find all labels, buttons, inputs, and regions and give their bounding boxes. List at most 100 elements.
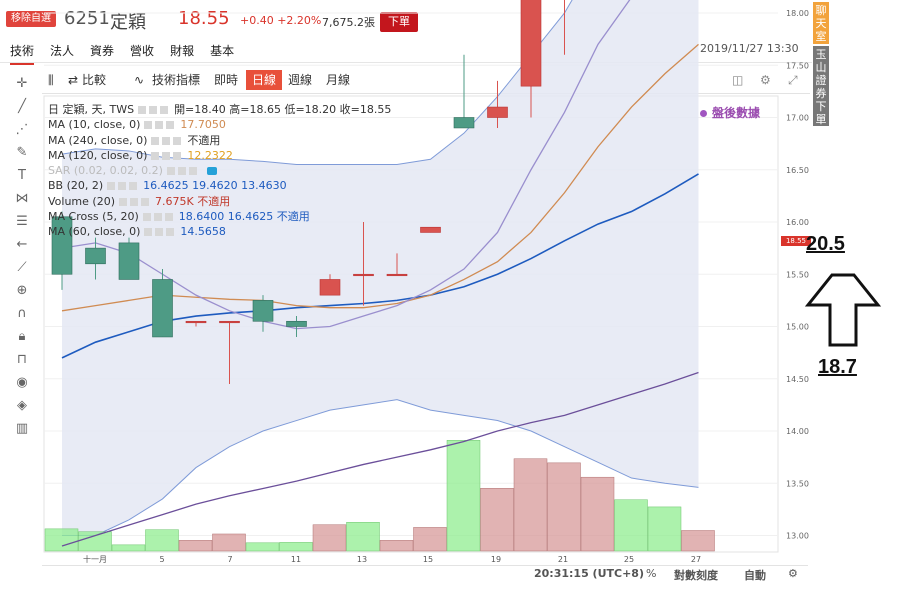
broker-order-tab[interactable]: 玉山證券下單	[813, 46, 829, 126]
indicator-row[interactable]: 日 定穎, 天, TWS 開=18.40 高=18.65 低=18.20 收=18…	[48, 103, 392, 116]
datetime: 2019/11/27 13:30	[700, 42, 799, 55]
tab-basic[interactable]: 基本	[210, 44, 235, 58]
fib-icon[interactable]: ☰	[16, 214, 28, 229]
tab-institutional[interactable]: 法人	[50, 44, 75, 58]
remove-watchlist-button[interactable]: 移除自選	[6, 11, 56, 27]
gear-icon[interactable]: ⚙	[760, 73, 771, 87]
place-order-button[interactable]: 下單	[380, 12, 418, 32]
x-tick-label: 11	[291, 555, 301, 564]
indicator-row[interactable]: MA (10, close, 0) 17.7050	[48, 118, 226, 132]
volume-bar	[379, 540, 414, 552]
volume-bar	[647, 506, 682, 552]
indicator-icon: ∿	[134, 73, 145, 87]
ma5-line	[61, 0, 631, 330]
auto-scale-toggle[interactable]: 自動	[744, 569, 766, 582]
annotation-low: 18.7	[818, 356, 857, 378]
camera-icon[interactable]: ◫	[732, 73, 744, 87]
settings-gear-icon[interactable]: ⚙	[788, 567, 798, 580]
tab-financials[interactable]: 財報	[170, 44, 195, 58]
candle-body	[487, 106, 508, 118]
candle-body	[185, 320, 207, 324]
compare-button[interactable]: 比較	[82, 73, 107, 87]
log-scale-toggle[interactable]: 對數刻度	[674, 569, 718, 582]
last-price-tag: 18.55	[781, 236, 811, 246]
stock-volume: 7,675.2張	[322, 16, 375, 29]
percent-toggle[interactable]: %	[646, 567, 657, 580]
up-arrow-annotation	[804, 273, 882, 347]
volume-bar	[681, 530, 715, 552]
layers-icon[interactable]: ◈	[17, 398, 27, 413]
pitchfork-icon[interactable]: ⋰	[15, 122, 29, 137]
bollinger-fill	[62, 0, 699, 536]
after-hours-label: 盤後數據	[700, 104, 760, 121]
indicator-row[interactable]: SAR (0.02, 0.02, 0.2)	[48, 163, 391, 178]
indicator-legend: 日 定穎, 天, TWS 開=18.40 高=18.65 低=18.20 收=18…	[48, 102, 391, 240]
indicators-button[interactable]: 技術指標	[152, 73, 201, 87]
x-tick-label: 25	[624, 555, 634, 564]
after-hours-dot-icon	[700, 110, 707, 117]
indicator-row[interactable]: MA Cross (5, 20) 18.6400 16.4625 不適用	[48, 210, 310, 224]
y-tick-label: 14.50	[786, 375, 809, 384]
y-tick-label: 16.50	[786, 166, 809, 175]
candles	[51, 0, 565, 384]
eye-icon[interactable]: ◉	[16, 375, 28, 390]
clock-readout: 20:31:15 (UTC+8)	[534, 567, 644, 580]
y-tick-label: 13.50	[786, 479, 809, 488]
pattern-icon[interactable]: ⋈	[15, 191, 29, 206]
volume-bar	[480, 488, 514, 552]
unlock-icon[interactable]: ⊓	[16, 352, 28, 367]
fullscreen-icon[interactable]: ⤢	[788, 73, 798, 87]
tabs-divider	[0, 62, 812, 63]
indicator-row[interactable]: BB (20, 2) 16.4625 19.4620 13.4630	[48, 179, 287, 193]
x-tick-label: 7	[227, 555, 232, 564]
daily-button[interactable]: 日線	[246, 70, 283, 90]
volume-bar	[212, 533, 246, 552]
text-icon[interactable]: T	[18, 168, 26, 183]
weekly-button[interactable]: 週線	[288, 73, 313, 87]
volume-bar	[145, 529, 179, 552]
chart-toolbar: ⫼ ⇄ 比較 ∿ 技術指標 即時 日線 週線 月線 ◫ ⚙ ⤢	[42, 66, 810, 94]
candle-type-icon[interactable]: ⫼	[48, 73, 54, 87]
candle-body	[520, 0, 542, 87]
volume-bar	[44, 528, 79, 552]
trash-icon[interactable]: ▥	[15, 421, 29, 436]
lock-icon[interactable]: 🔒︎	[18, 329, 26, 344]
candle-body	[453, 117, 475, 129]
zoom-in-icon[interactable]: ⊕	[16, 283, 28, 298]
x-tick-label: 27	[691, 555, 701, 564]
crosshair-icon[interactable]: ✛	[16, 76, 28, 91]
volume-bar	[111, 544, 146, 552]
tab-revenue[interactable]: 營收	[130, 44, 155, 58]
y-tick-label: 17.50	[786, 61, 809, 70]
indicator-row[interactable]: MA (120, close, 0) 12.2322	[48, 148, 233, 162]
indicator-row[interactable]: Volume (20) 7.675K 不適用	[48, 194, 231, 208]
candle-body	[319, 279, 341, 296]
indicator-row[interactable]: MA (60, close, 0) 14.5658	[48, 225, 226, 239]
realtime-button[interactable]: 即時	[214, 73, 239, 87]
volume-bar	[413, 527, 447, 552]
brush-icon[interactable]: ✎	[16, 145, 28, 160]
candle-body	[353, 273, 374, 277]
x-tick-label: 13	[357, 555, 367, 564]
tab-margin[interactable]: 資券	[90, 44, 115, 58]
stock-change: +0.40 +2.20%	[240, 14, 322, 27]
ruler-icon[interactable]: ⟋	[17, 260, 27, 275]
chat-room-tab[interactable]: 聊天室	[813, 2, 829, 44]
back-arrow-icon[interactable]: ←	[16, 237, 28, 252]
x-axis: 十一月 5 7 11 13 15 19 21 25 27	[83, 554, 701, 564]
trend-line-icon[interactable]: ╱	[18, 99, 26, 114]
tab-technical[interactable]: 技術	[10, 42, 35, 65]
volume-bar	[245, 542, 280, 552]
monthly-button[interactable]: 月線	[326, 73, 351, 87]
y-tick-label: 17.00	[786, 114, 809, 123]
drawing-toolbar: ✛ ╱ ⋰ ✎ T ⋈ ☰ ← ⟋ ⊕ ∩ 🔒︎ ⊓ ◉ ◈ ▥	[8, 72, 36, 440]
chart-bottom-bar: 20:31:15 (UTC+8) % 對數刻度 自動 ⚙	[42, 565, 808, 582]
volume-bar	[312, 524, 347, 552]
indicator-row[interactable]: MA (240, close, 0) 不適用	[48, 133, 221, 147]
compare-icon: ⇄	[68, 73, 79, 87]
annotation-high: 20.5	[806, 233, 845, 255]
x-tick-label: 十一月	[83, 554, 107, 564]
y-tick-label: 15.00	[786, 323, 809, 332]
magnet-icon[interactable]: ∩	[17, 306, 27, 321]
